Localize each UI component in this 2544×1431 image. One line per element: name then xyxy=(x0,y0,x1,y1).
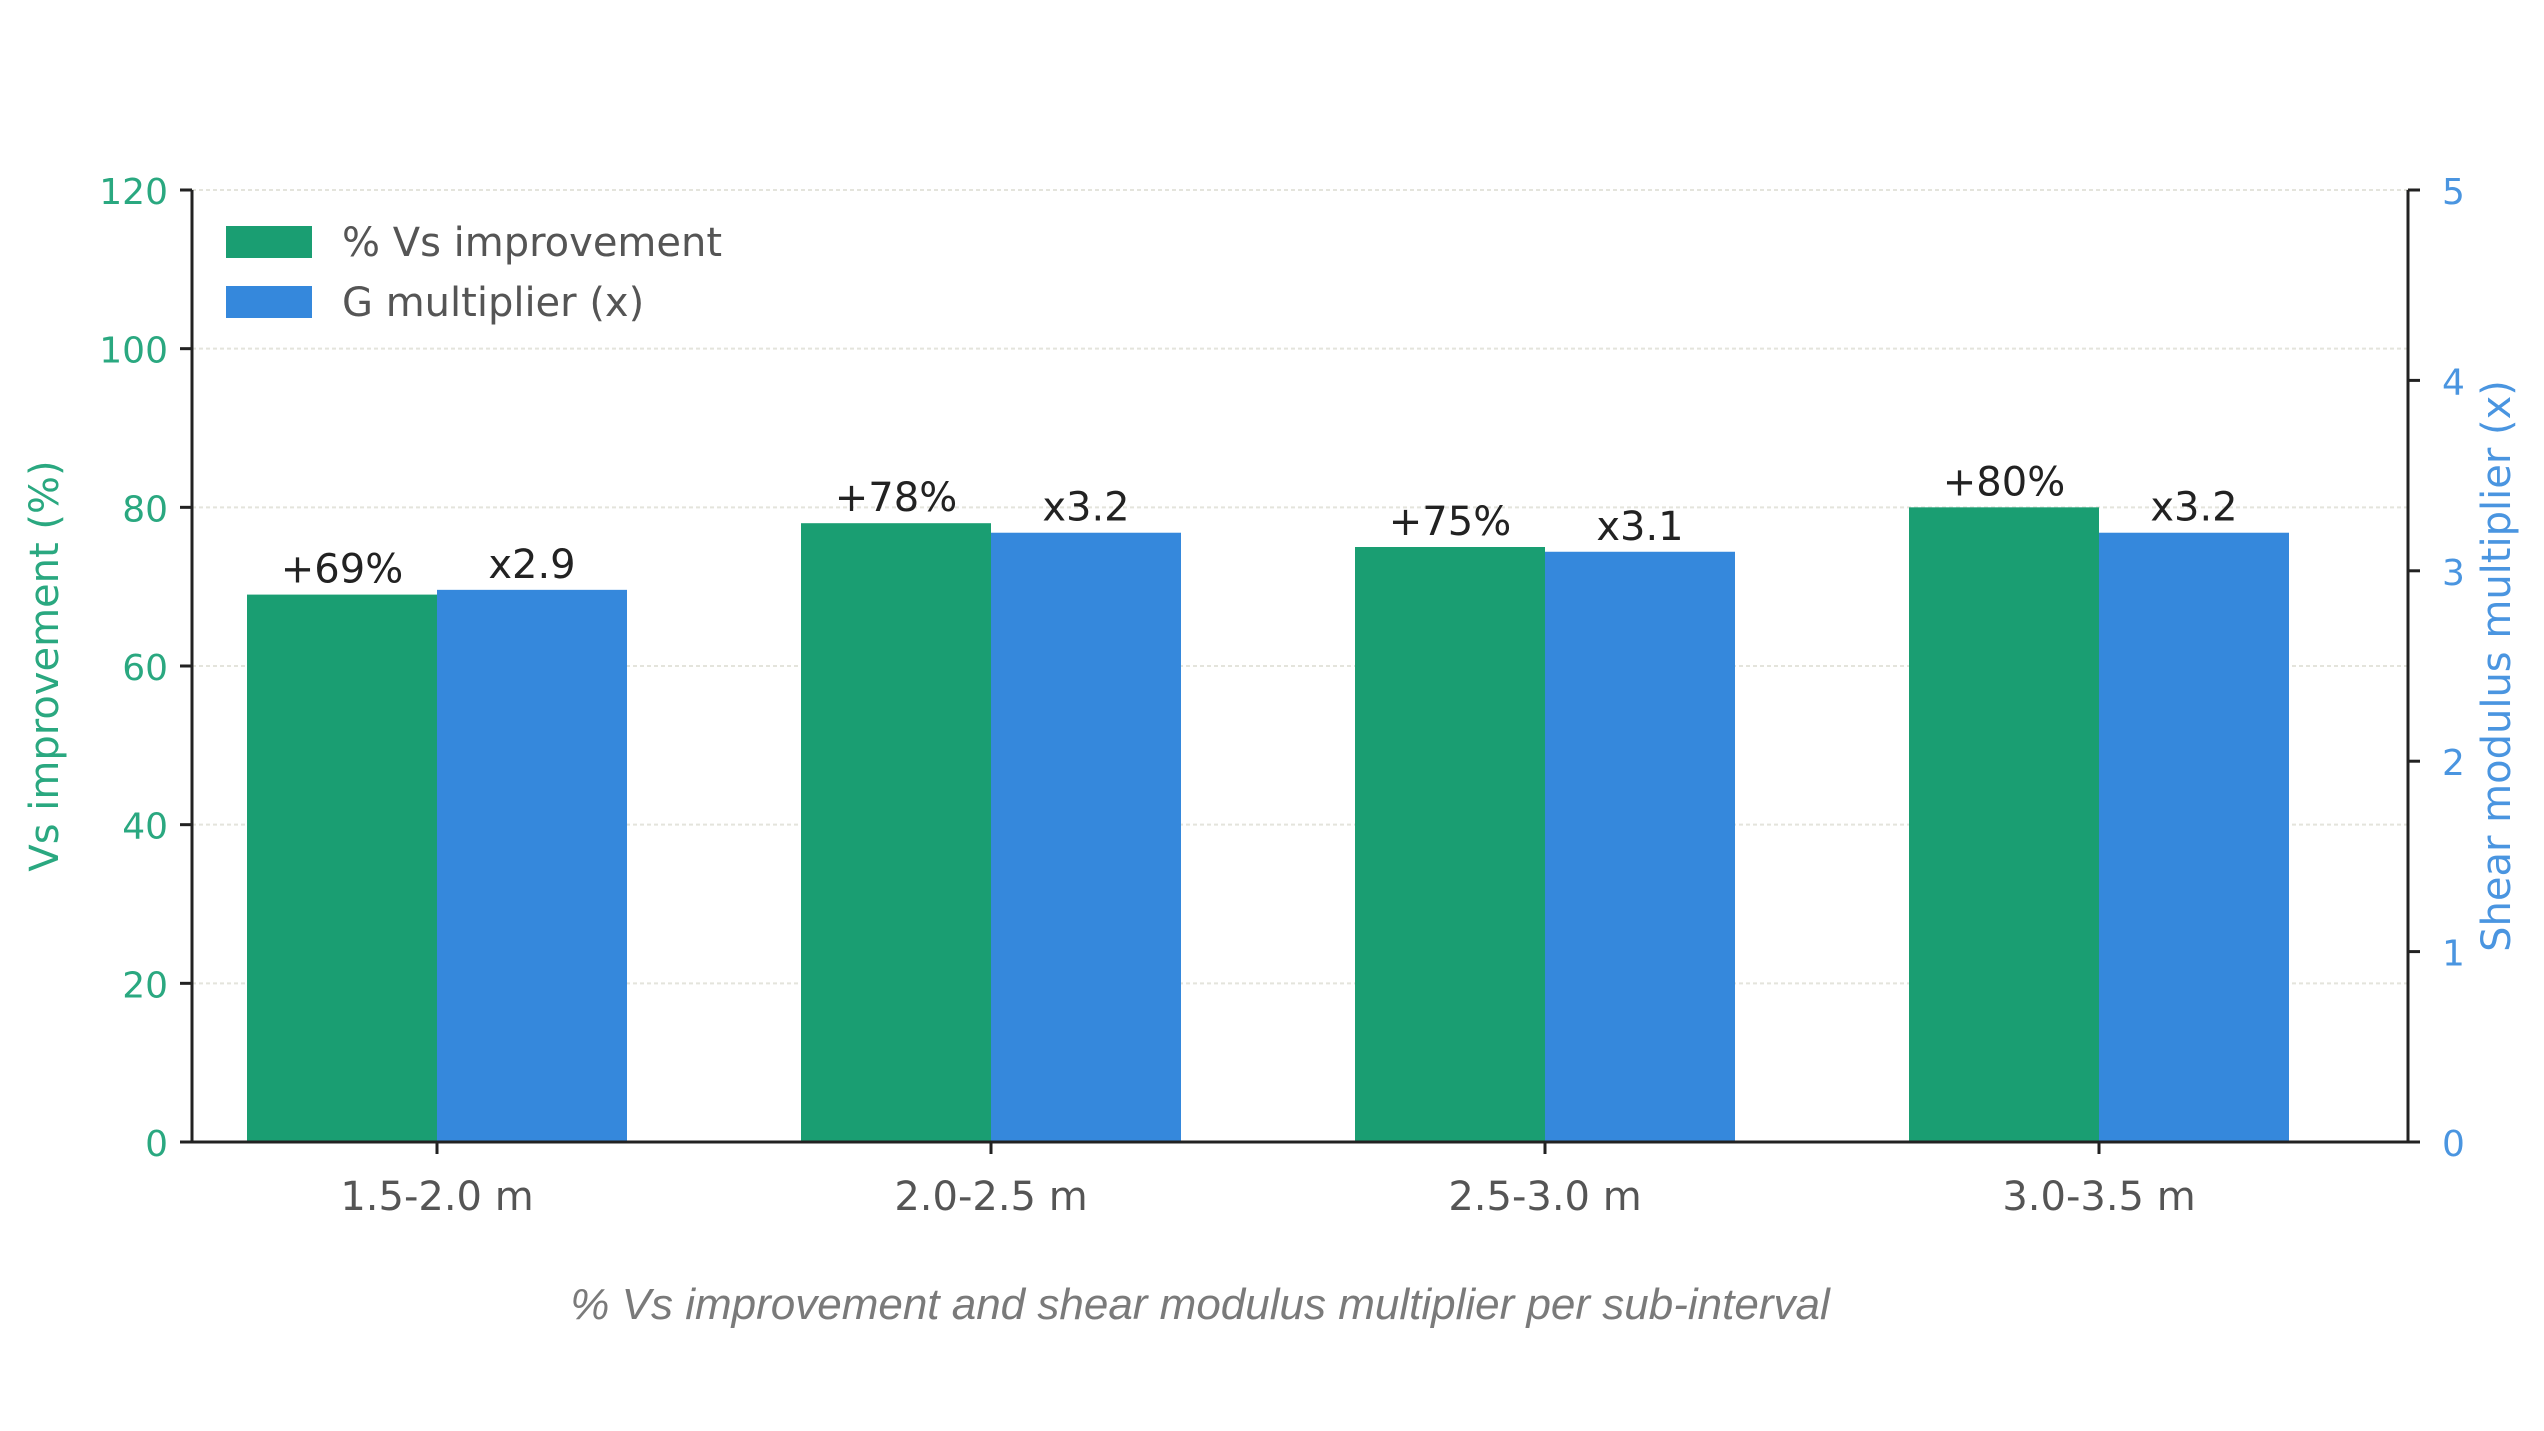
right-tick-label: 0 xyxy=(2442,1124,2465,1165)
right-tick-label: 4 xyxy=(2442,362,2465,403)
bar-g-multiplier xyxy=(437,589,627,1142)
x-tick-label: 1.5-2.0 m xyxy=(340,1174,533,1220)
grid-lines xyxy=(192,189,2408,985)
bar-label-g-multiplier: x3.1 xyxy=(1596,504,1683,550)
right-axis-label: Shear modulus multiplier (x) xyxy=(2474,380,2520,952)
legend-label: G multiplier (x) xyxy=(342,280,644,326)
legend-swatch xyxy=(226,226,312,258)
bar-vs-improvement xyxy=(1355,547,1545,1142)
right-tick-label: 3 xyxy=(2442,553,2465,594)
left-axis-label: Vs improvement (%) xyxy=(22,460,68,871)
bars xyxy=(247,507,2289,1142)
bar-label-vs-improvement: +80% xyxy=(1943,459,2065,505)
left-tick-label: 60 xyxy=(122,648,168,689)
bar-g-multiplier xyxy=(1545,551,1735,1142)
left-tick-label: 120 xyxy=(99,172,168,213)
x-tick-label: 3.0-3.5 m xyxy=(2002,1174,2195,1220)
bar-g-multiplier xyxy=(991,532,1181,1142)
left-tick-label: 100 xyxy=(99,331,168,372)
bar-vs-improvement xyxy=(801,523,991,1142)
bar-label-g-multiplier: x3.2 xyxy=(1042,485,1129,531)
bar-label-g-multiplier: x2.9 xyxy=(488,542,575,588)
legend-label: % Vs improvement xyxy=(342,220,722,266)
legend: % Vs improvement G multiplier (x) xyxy=(226,220,722,326)
bar-label-vs-improvement: +78% xyxy=(835,475,957,521)
bar-labels: +69% x2.9 +78% x3.2 +75% x3.1 +80% x3.2 xyxy=(281,459,2238,592)
bar-g-multiplier xyxy=(2099,532,2289,1142)
x-tick-label: 2.5-3.0 m xyxy=(1448,1174,1641,1220)
bar-label-g-multiplier: x3.2 xyxy=(2150,485,2237,531)
bar-label-vs-improvement: +75% xyxy=(1389,499,1511,545)
chart-caption: % Vs improvement and shear modulus multi… xyxy=(570,1280,1830,1329)
right-tick-label: 2 xyxy=(2442,743,2465,784)
right-tick-label: 1 xyxy=(2442,934,2465,975)
bar-label-vs-improvement: +69% xyxy=(281,547,403,593)
left-tick-label: 80 xyxy=(122,489,168,530)
left-axis-ticks: 0 20 40 60 80 100 120 xyxy=(99,172,192,1165)
right-axis-ticks: 0 1 2 3 4 5 xyxy=(2408,172,2465,1165)
x-tick-label: 2.0-2.5 m xyxy=(894,1174,1087,1220)
left-tick-label: 20 xyxy=(122,965,168,1006)
bar-vs-improvement xyxy=(247,594,437,1142)
x-axis-ticks: 1.5-2.0 m 2.0-2.5 m 2.5-3.0 m 3.0-3.5 m xyxy=(340,1142,2196,1220)
right-tick-label: 5 xyxy=(2442,172,2465,213)
left-tick-label: 0 xyxy=(145,1124,168,1165)
legend-swatch xyxy=(226,286,312,318)
bar-vs-improvement xyxy=(1909,507,2099,1142)
left-tick-label: 40 xyxy=(122,807,168,848)
